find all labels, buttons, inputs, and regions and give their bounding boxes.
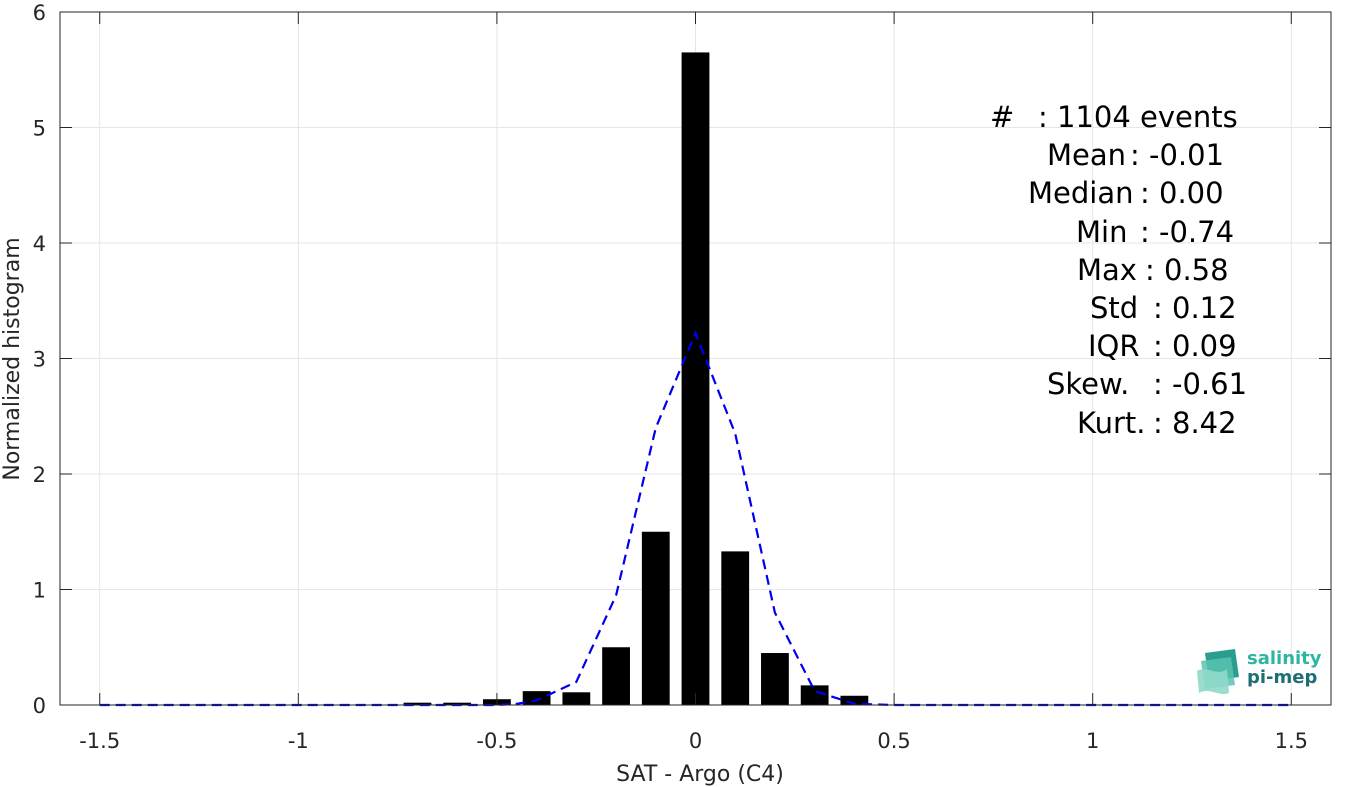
histogram-bar — [761, 653, 789, 705]
y-tick-label: 6 — [33, 1, 46, 25]
stat-max: Max : 0.58 — [940, 251, 1260, 289]
stat-skew: Skew. : -0.61 — [940, 365, 1260, 403]
stat-mean-label: Mean — [1047, 138, 1136, 173]
y-tick-label: 2 — [33, 463, 46, 487]
histogram-bar — [800, 685, 829, 705]
stat-kurt-value: : 8.42 — [1153, 405, 1237, 440]
stat-median-value: : 0.00 — [1140, 176, 1224, 211]
y-axis-label: Normalized histogram — [0, 237, 25, 480]
histogram-bar — [602, 647, 630, 705]
histogram-bar — [641, 531, 670, 705]
x-tick-label: 1.5 — [1275, 729, 1308, 753]
histogram-bar — [443, 702, 472, 705]
stat-min: Min : -0.74 — [940, 213, 1260, 251]
stat-max-label: Max — [1077, 252, 1147, 287]
stat-iqr-label: IQR — [1088, 329, 1149, 364]
stat-count: # : 1104 events — [940, 98, 1260, 136]
tick-labels: -1.5 -1 -0.5 0 0.5 1 1.5 0 1 2 3 4 5 6 — [33, 1, 1308, 753]
salinity-pi-mep-logo: salinity pi-mep — [1195, 647, 1325, 697]
x-tick-label: -0.5 — [476, 729, 517, 753]
y-tick-label: 4 — [33, 232, 46, 256]
stat-skew-label: Skew. — [1047, 367, 1139, 402]
stat-mean: Mean : -0.01 — [940, 136, 1260, 174]
x-tick-label: 0.5 — [877, 729, 910, 753]
histogram-bar — [562, 692, 591, 705]
stat-iqr: IQR : 0.09 — [940, 327, 1260, 365]
y-tick-label: 5 — [33, 117, 46, 141]
stat-std: Std : 0.12 — [940, 289, 1260, 327]
x-tick-label: -1 — [288, 729, 309, 753]
stat-std-value: : 0.12 — [1153, 290, 1237, 325]
x-axis-label: SAT - Argo (C4) — [616, 762, 784, 787]
stat-min-label: Min — [1076, 214, 1137, 249]
stat-count-value: : 1104 events — [1038, 100, 1238, 134]
stat-kurt: Kurt. : 8.42 — [940, 404, 1260, 442]
stat-iqr-value: : 0.09 — [1153, 329, 1237, 364]
logo-line1: salinity — [1247, 648, 1322, 669]
logo-line2: pi-mep — [1247, 667, 1318, 688]
histogram-bar — [522, 691, 551, 705]
statistics-panel: # : 1104 events Mean : -0.01 Median : 0.… — [940, 98, 1260, 442]
y-tick-label: 0 — [33, 694, 46, 718]
histogram-bar — [681, 52, 710, 706]
axes — [59, 11, 1332, 706]
x-tick-label: 0 — [689, 729, 702, 753]
x-tick-label: 1 — [1086, 729, 1099, 753]
histogram-bars — [403, 52, 869, 706]
stat-median-label: Median — [1028, 176, 1143, 211]
histogram-bar — [403, 702, 432, 705]
stat-mean-value: : -0.01 — [1130, 138, 1225, 173]
stat-skew-value: : -0.61 — [1153, 367, 1248, 402]
stat-max-value: : 0.58 — [1145, 252, 1229, 287]
logo-wave-icon — [1197, 649, 1239, 694]
stat-count-label: # — [990, 100, 1033, 134]
stat-median: Median : 0.00 — [940, 174, 1260, 212]
stat-kurt-label: Kurt. — [1077, 405, 1155, 440]
histogram-bar — [840, 695, 869, 705]
x-tick-label: -1.5 — [79, 729, 120, 753]
histogram-bar — [721, 551, 750, 705]
y-tick-label: 3 — [33, 348, 46, 372]
stat-min-value: : -0.74 — [1140, 214, 1235, 249]
stat-std-label: Std — [1090, 290, 1148, 325]
y-tick-label: 1 — [33, 579, 46, 603]
